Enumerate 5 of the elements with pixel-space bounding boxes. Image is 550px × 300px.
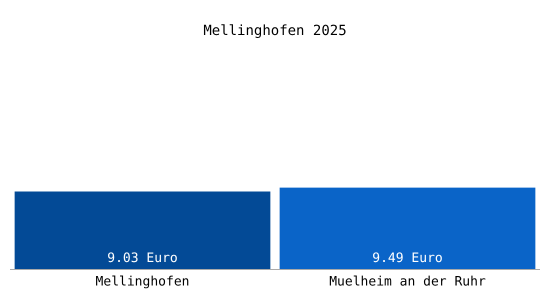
data-label: 9.49 Euro xyxy=(372,251,443,266)
data-label: 9.03 Euro xyxy=(107,251,178,266)
chart-title: Mellinghofen 2025 xyxy=(203,22,347,39)
x-tick-label: Mellinghofen xyxy=(96,274,190,290)
x-tick-label: Muelheim an der Ruhr xyxy=(329,274,486,290)
